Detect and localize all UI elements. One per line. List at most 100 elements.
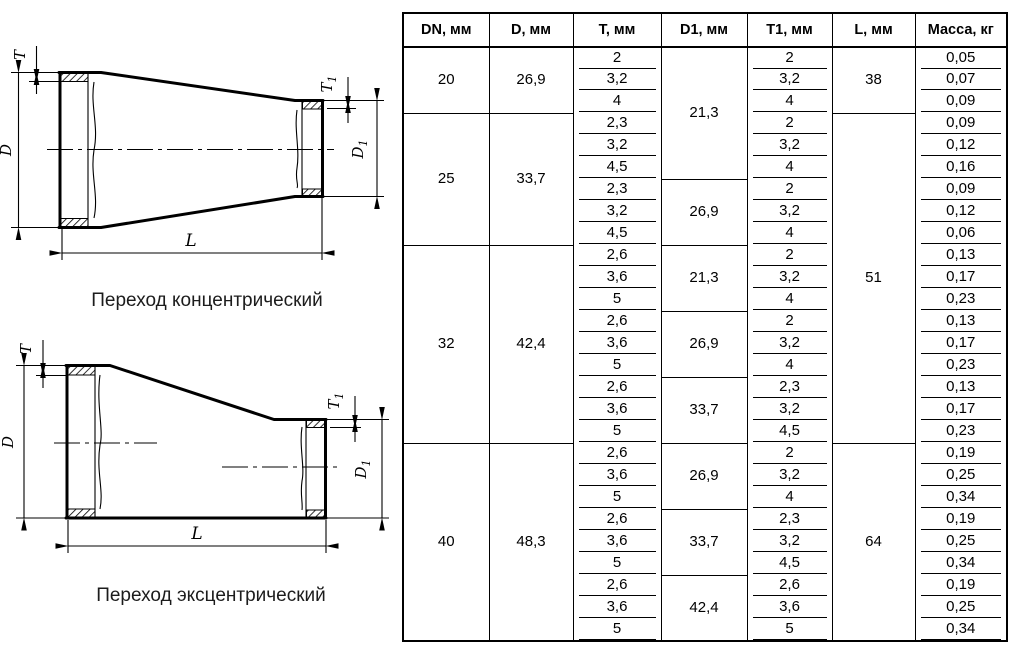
value-cell: 5 xyxy=(572,619,662,641)
hatch-band xyxy=(67,365,96,376)
table-row: 5 4,5 0,23 xyxy=(403,421,1008,443)
value-cell: 5 xyxy=(572,289,662,311)
value-cell: 0,12 xyxy=(914,135,1008,157)
value-cell: 4 xyxy=(746,289,833,311)
value-cell: 3,2 xyxy=(746,69,833,91)
spec-table: DN, мм D, мм T, мм D1, мм T1, мм L, мм Масса, … xyxy=(402,12,1008,642)
value-cell: 0,34 xyxy=(914,619,1008,641)
value-cell: 0,19 xyxy=(914,575,1008,597)
figure-eccentric-reducer: D T T1 D1 L Переход эксцентрический xyxy=(0,340,389,606)
value-cell: 4,5 xyxy=(746,421,833,443)
value-cell: 0,16 xyxy=(914,157,1008,179)
figure-concentric-reducer: D T T1 D1 L Переход концентрический xyxy=(0,46,384,311)
merged-cell: 42,4 xyxy=(488,244,574,444)
spec-table-header-row: DN, мм D, мм T, мм D1, мм T1, мм L, мм Масса, … xyxy=(402,12,1008,48)
value-cell: 0,05 xyxy=(914,47,1008,69)
column-header: L, мм xyxy=(831,12,916,48)
table-row: 3,2 3,2 0,07 xyxy=(403,69,1008,91)
hatch-band xyxy=(302,188,323,197)
value-cell: 0,34 xyxy=(914,553,1008,575)
value-cell: 3,6 xyxy=(572,597,662,619)
dim-label-T: T xyxy=(11,49,29,60)
value-cell: 4 xyxy=(746,487,833,509)
table-row: 2,6 42,4 2,6 0,19 xyxy=(403,574,1008,642)
table-row: 3,6 3,2 0,25 xyxy=(403,465,1008,487)
dimension-L: L xyxy=(49,198,335,260)
break-line xyxy=(300,426,304,511)
value-cell: 0,17 xyxy=(914,267,1008,289)
value-cell: 2,6 xyxy=(572,509,662,531)
merged-cell: 40 xyxy=(402,442,490,642)
table-row: 2,6 33,7 2,3 0,19 xyxy=(403,508,1008,576)
dimension-D1: D1 xyxy=(323,88,384,209)
value-cell: 0,17 xyxy=(914,399,1008,421)
value-cell: 2,6 xyxy=(572,245,662,267)
dim-label-D: D xyxy=(0,436,17,449)
value-cell: 0,19 xyxy=(914,509,1008,531)
merged-cell: 51 xyxy=(831,112,916,444)
value-cell: 2,6 xyxy=(572,311,662,333)
value-cell: 4,5 xyxy=(746,553,833,575)
value-cell: 4 xyxy=(572,91,662,113)
value-cell: 3,2 xyxy=(746,531,833,553)
merged-cell: 32 xyxy=(402,244,490,444)
value-cell: 5 xyxy=(746,619,833,641)
value-cell: 2 xyxy=(746,113,833,135)
merged-cell: 26,9 xyxy=(660,178,748,246)
value-cell: 3,2 xyxy=(746,333,833,355)
merged-cell: 33,7 xyxy=(488,112,574,246)
break-line xyxy=(295,109,299,189)
value-cell: 3,2 xyxy=(572,69,662,91)
value-cell: 0,25 xyxy=(914,465,1008,487)
figure-caption: Переход эксцентрический xyxy=(96,585,326,606)
hatch-band xyxy=(306,420,326,428)
value-cell: 4 xyxy=(746,223,833,245)
value-cell: 2,3 xyxy=(572,179,662,201)
merged-cell: 38 xyxy=(831,46,916,114)
value-cell: 2,6 xyxy=(572,443,662,465)
value-cell: 3,6 xyxy=(572,267,662,289)
table-row: 4,5 4 0,16 xyxy=(403,157,1008,179)
table-row: 20 26,9 2 21,3 2 38 0,05 xyxy=(402,46,1008,180)
value-cell: 4,5 xyxy=(572,157,662,179)
value-cell: 0,17 xyxy=(914,333,1008,355)
value-cell: 3,6 xyxy=(572,531,662,553)
value-cell: 2 xyxy=(746,311,833,333)
column-header: T1, мм xyxy=(746,12,833,48)
value-cell: 3,2 xyxy=(746,135,833,157)
table-row: 3,6 3,2 0,17 xyxy=(403,333,1008,355)
table-row: 5 4,5 0,34 xyxy=(403,553,1008,575)
dim-label-L: L xyxy=(190,524,202,544)
value-cell: 0,09 xyxy=(914,91,1008,113)
table-row: 3,6 3,2 0,25 xyxy=(403,531,1008,553)
merged-cell: 42,4 xyxy=(660,574,748,642)
hatch-band xyxy=(60,218,89,228)
dim-label-D1: D1 xyxy=(349,139,370,159)
value-cell: 2 xyxy=(746,179,833,201)
value-cell: 0,19 xyxy=(914,443,1008,465)
value-cell: 3,2 xyxy=(746,465,833,487)
value-cell: 0,23 xyxy=(914,421,1008,443)
value-cell: 4 xyxy=(746,157,833,179)
table-row: 32 42,4 2,6 21,3 2 0,13 xyxy=(402,244,1008,444)
value-cell: 2,6 xyxy=(746,575,833,597)
hatch-band xyxy=(67,508,96,518)
value-cell: 2 xyxy=(572,47,662,69)
value-cell: 0,09 xyxy=(914,113,1008,135)
merged-cell: 26,9 xyxy=(488,46,574,114)
table-row: 3,2 3,2 0,12 xyxy=(403,135,1008,157)
table-row: 3,6 3,6 0,25 xyxy=(403,597,1008,619)
table-row: 4,5 4 0,06 xyxy=(403,223,1008,245)
merged-cell: 33,7 xyxy=(660,508,748,576)
value-cell: 3,6 xyxy=(572,333,662,355)
table-row: 2,6 33,7 2,3 0,13 xyxy=(403,376,1008,444)
reducer-body-outline xyxy=(47,71,334,229)
table-row: 2 5 33,7 2,3 2 51 0,09 xyxy=(402,112,1008,444)
dimension-T: T xyxy=(17,340,68,388)
spec-table-body: 20 26,9 2 21,3 2 38 0,05 3,2 3,2 0,07 4 4 0,09 25 33,7… xyxy=(402,46,1008,642)
value-cell: 0,25 xyxy=(914,531,1008,553)
value-cell: 5 xyxy=(572,421,662,443)
dim-label-T1: T1 xyxy=(325,392,346,409)
merged-cell: 20 xyxy=(402,46,490,114)
